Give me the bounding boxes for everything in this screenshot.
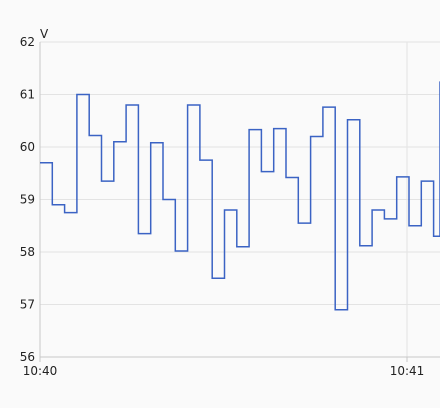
y-tick-label: 60 [20,140,35,154]
grid-lines [40,41,440,357]
y-tick-label: 56 [20,350,35,364]
x-tick-label: 10:40 [23,364,58,378]
y-tick-label: 61 [20,88,35,102]
x-tick-label: 10:41 [390,364,425,378]
y-tick-label: 57 [20,298,35,312]
y-tick-label: 59 [20,193,35,207]
y-axis-tick-labels: 56 57 58 59 60 61 62 [20,35,35,364]
series-step-line [40,81,440,311]
x-axis-tick-labels: 10:40 10:41 [23,364,425,378]
y-axis-unit-label: V [40,27,49,41]
series-group [40,81,440,311]
axes [39,42,440,362]
y-tick-label: 58 [20,245,35,259]
y-tick-label: 62 [20,35,35,49]
